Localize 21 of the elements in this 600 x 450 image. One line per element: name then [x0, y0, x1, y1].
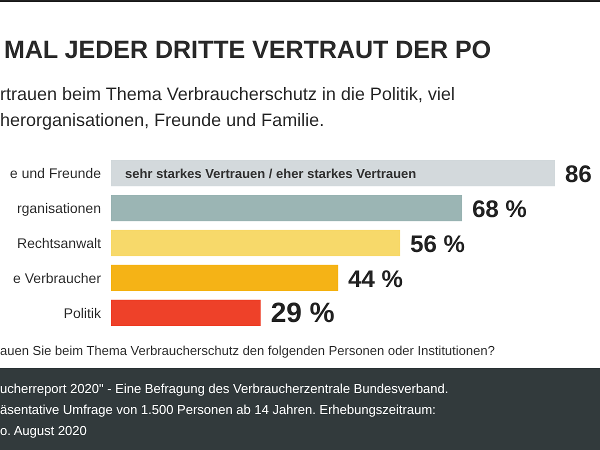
data-label: 44 % [348, 266, 403, 293]
annotation: sehr starkes Vertrauen / eher starkes Vertrauen [125, 166, 416, 182]
text: äsentative Umfrage von 1.500 Personen ab 14 Jahren. Erhebungszeitraum: [0, 402, 436, 417]
text: auen Sie beim Thema Verbraucherschutz den folgenden Personen oder Institutionen? [0, 343, 495, 358]
data-label: 86 [565, 161, 592, 188]
y-tick-label: Politik [64, 304, 102, 321]
bar [111, 230, 400, 256]
chart-title: MAL JEDER DRITTE VERTRAUT DER PO [4, 36, 492, 64]
y-tick-label: e Verbraucher [13, 270, 102, 286]
bar [111, 300, 261, 326]
y-tick-label: Rechtsanwalt [16, 235, 102, 251]
data-label: 56 % [410, 231, 465, 258]
y-tick-label: e und Freunde [10, 165, 102, 182]
text: o. August 2020 [0, 423, 87, 438]
text: ucherreport 2020" - Eine Befragung des Verbraucherzentrale Bundesverband. [0, 381, 448, 396]
data-label: 68 % [472, 196, 527, 224]
y-tick-label: rganisationen [16, 200, 101, 216]
chart-subtitle: rtrauen beim Thema Verbraucherschutz in die Politik, viel herorganisationen, Freunde und Familie. [0, 84, 455, 130]
bar [111, 194, 462, 222]
data-label: 29 % [270, 296, 335, 328]
bar [111, 264, 338, 292]
